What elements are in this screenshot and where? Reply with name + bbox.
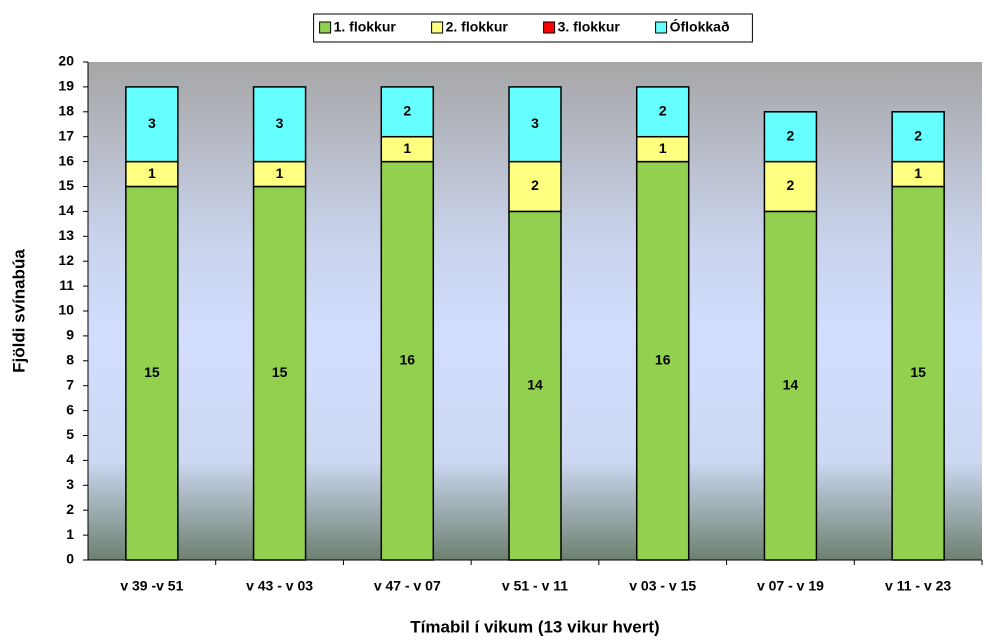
bar-segment [125, 160, 179, 188]
data-label: 2 [787, 127, 795, 143]
bar-segment [891, 111, 945, 163]
bar-segment [125, 86, 179, 163]
x-tick-label: v 07 - v 19 [757, 578, 824, 594]
bar-segment [635, 160, 690, 561]
y-tick-label: 1 [66, 526, 74, 542]
y-tick-label: 20 [58, 53, 74, 69]
legend-label: 3. flokkur [558, 19, 621, 35]
data-label: 2 [787, 177, 795, 193]
legend: 1. flokkur 2. flokkur 3. flokkur Óflokkað [313, 13, 753, 43]
y-tick-label: 9 [66, 327, 74, 343]
y-tick-label: 3 [66, 476, 74, 492]
data-label: 3 [531, 115, 539, 131]
y-tick-label: 15 [58, 177, 74, 193]
y-tick-label: 4 [66, 451, 74, 467]
y-tick-label: 17 [58, 127, 74, 143]
bar-segment [508, 210, 562, 561]
legend-box [313, 13, 753, 43]
bar-segment [380, 160, 435, 561]
y-tick-label: 7 [66, 376, 74, 392]
data-label: 1 [403, 140, 411, 156]
y-tick-label: 6 [66, 401, 74, 417]
data-label: 3 [276, 115, 284, 131]
data-label: 1 [659, 140, 667, 156]
data-label: 2 [914, 127, 922, 143]
data-label: 1 [914, 165, 922, 181]
legend-swatch [319, 21, 332, 34]
bar-segment [763, 111, 818, 163]
y-tick-label: 16 [58, 152, 74, 168]
y-axis-title: Fjöldi svínabúa [9, 249, 28, 373]
y-tick-label: 19 [58, 78, 74, 94]
data-label: 1 [148, 165, 156, 181]
y-tick-label: 2 [66, 501, 74, 517]
y-tick-label: 5 [66, 426, 74, 442]
data-label: 15 [144, 364, 160, 380]
x-tick-label: v 39 -v 51 [120, 578, 183, 594]
data-label: 16 [399, 352, 415, 368]
data-label: 15 [272, 364, 288, 380]
data-label: 14 [783, 376, 799, 392]
x-tick-label: v 43 - v 03 [246, 578, 313, 594]
bar-segment [380, 86, 435, 138]
data-label: 14 [527, 376, 543, 392]
data-label: 2 [403, 103, 411, 119]
y-tick-label: 12 [58, 252, 74, 268]
y-tick-label: 8 [66, 352, 74, 368]
legend-label: 2. flokkur [446, 19, 509, 35]
legend-swatch [543, 21, 556, 34]
legend-label: Óflokkað [670, 18, 730, 35]
y-tick-label: 18 [58, 103, 74, 119]
x-tick-label: v 47 - v 07 [374, 578, 441, 594]
data-label: 16 [655, 352, 671, 368]
legend-swatch [431, 21, 444, 34]
bar-segment [252, 185, 307, 561]
data-label: 1 [276, 165, 284, 181]
x-tick-label: v 03 - v 15 [629, 578, 696, 594]
bar-segment [763, 210, 818, 561]
legend-label: 1. flokkur [334, 19, 397, 35]
x-tick-label: v 11 - v 23 [885, 578, 951, 594]
data-label: 15 [910, 364, 926, 380]
data-label: 2 [659, 103, 667, 119]
bar-segment [508, 160, 562, 213]
data-label: 3 [148, 115, 156, 131]
bar-segment [252, 86, 307, 163]
y-tick-label: 0 [66, 551, 74, 567]
x-tick-label: v 51 - v 11 [502, 578, 568, 594]
y-tick-label: 10 [58, 302, 74, 318]
y-tick-label: 11 [59, 277, 74, 293]
data-label: 2 [531, 177, 539, 193]
x-axis-title: Tímabil í vikum (13 vikur hvert) [410, 617, 659, 636]
bar-segment [508, 86, 562, 163]
legend-swatch [655, 21, 668, 34]
bar-segment [125, 185, 179, 561]
bar-segment [635, 86, 690, 138]
bar-segment [380, 135, 435, 163]
y-tick-label: 14 [58, 202, 74, 218]
y-tick-label: 13 [58, 227, 74, 243]
